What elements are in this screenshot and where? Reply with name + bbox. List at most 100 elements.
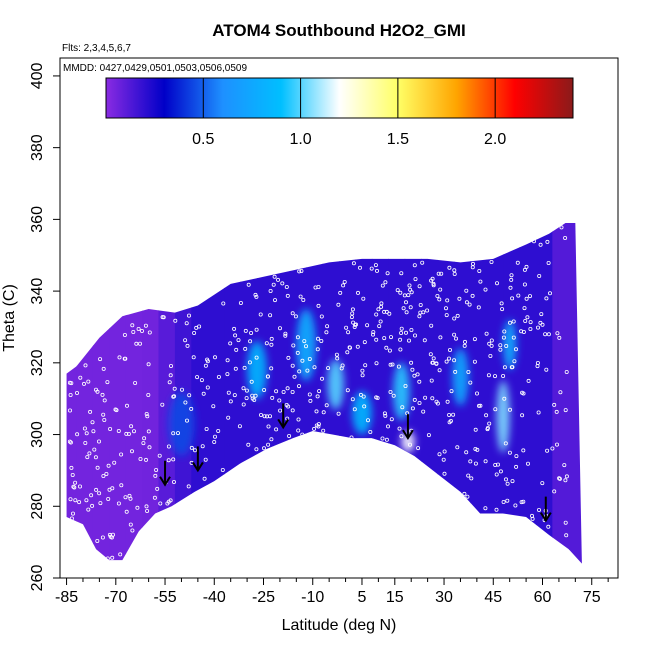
colorbar-gradient [105, 77, 574, 119]
sample-point [472, 337, 477, 342]
sample-point [167, 380, 172, 385]
sample-point [546, 524, 551, 529]
sample-point [145, 414, 150, 419]
sample-point [540, 481, 545, 486]
sample-point [154, 467, 159, 472]
heatmap-cell [240, 222, 258, 564]
x-tick-label: -55 [153, 589, 176, 606]
sample-point [451, 412, 456, 417]
sample-point [498, 469, 503, 474]
sample-point [441, 457, 446, 462]
sample-point [476, 305, 481, 310]
sample-point [375, 395, 380, 400]
chart-title: ATOM4 Southbound H2O2_GMI [212, 21, 465, 40]
sample-point [383, 413, 388, 418]
sample-point [141, 441, 146, 446]
sample-point [216, 374, 221, 379]
sample-point [117, 355, 122, 360]
sample-point [437, 452, 442, 457]
sample-point [97, 439, 102, 444]
sample-point [353, 322, 358, 327]
sample-point [538, 242, 543, 247]
sample-point [453, 336, 458, 341]
sample-point [83, 363, 88, 368]
sample-point [266, 424, 271, 429]
sample-point [87, 451, 92, 456]
sample-point [514, 347, 519, 352]
dates-label: MMDD: 0427,0429,0501,0503,0506,0509 [63, 63, 247, 74]
sample-point [380, 436, 385, 441]
sample-point [403, 330, 408, 335]
sample-point [90, 503, 95, 508]
sample-point [68, 497, 73, 502]
sample-point [528, 294, 533, 299]
heatmap-cell [453, 222, 471, 564]
sample-point [308, 398, 313, 403]
sample-point [290, 389, 295, 394]
sample-point [183, 400, 188, 405]
sample-point [510, 296, 515, 301]
sample-point [478, 403, 483, 408]
sample-point [543, 332, 548, 337]
sample-point [403, 300, 408, 305]
sample-point [501, 499, 506, 504]
x-tick-label: -40 [203, 589, 226, 606]
sample-point [408, 305, 413, 310]
sample-point [324, 403, 329, 408]
sample-point [68, 392, 73, 397]
sample-point [514, 454, 519, 459]
heatmap-cell [322, 222, 340, 564]
sample-point [416, 446, 421, 451]
sample-point [493, 407, 498, 412]
sample-point [336, 302, 341, 307]
sample-point [512, 359, 517, 364]
sample-point [521, 391, 526, 396]
sample-point [357, 265, 362, 270]
sample-point [462, 491, 467, 496]
sample-point [544, 367, 549, 372]
sample-point [504, 343, 509, 348]
sample-point [315, 394, 320, 399]
sample-point [412, 263, 417, 268]
x-tick-label: 75 [583, 589, 601, 606]
sample-point [185, 343, 190, 348]
sample-point [520, 413, 525, 418]
sample-point [500, 307, 505, 312]
sample-point [399, 271, 404, 276]
sample-point [475, 447, 480, 452]
sample-point [425, 308, 430, 313]
sample-point [420, 260, 425, 265]
sample-point [439, 271, 444, 276]
sample-point [365, 418, 370, 423]
sample-point [275, 277, 280, 282]
sample-point [264, 341, 269, 346]
sample-point [412, 397, 417, 402]
sample-point [515, 260, 520, 265]
sample-point [211, 404, 216, 409]
sample-point [464, 288, 469, 293]
sample-point [158, 501, 163, 506]
sample-point [69, 465, 74, 470]
sample-point [124, 431, 129, 436]
sample-point [445, 399, 450, 404]
sample-point [125, 403, 130, 408]
sample-point [297, 369, 302, 374]
sample-point [453, 369, 458, 374]
sample-point [437, 297, 442, 302]
sample-point [183, 338, 188, 343]
sample-point [157, 453, 162, 458]
sample-point [199, 378, 204, 383]
sample-point [562, 463, 567, 468]
sample-point [118, 552, 123, 557]
sample-point [130, 323, 135, 328]
x-axis: -85 -70 -55 -40 -25 -10 5 15 30 45 60 75 [55, 577, 609, 606]
sample-point [186, 484, 191, 489]
sample-point [293, 314, 298, 319]
sample-point [113, 407, 118, 412]
sample-point [238, 300, 243, 305]
sample-point [106, 463, 111, 468]
sample-point [184, 418, 189, 423]
sample-point [189, 445, 194, 450]
sample-point [385, 424, 390, 429]
sample-point [508, 285, 513, 290]
